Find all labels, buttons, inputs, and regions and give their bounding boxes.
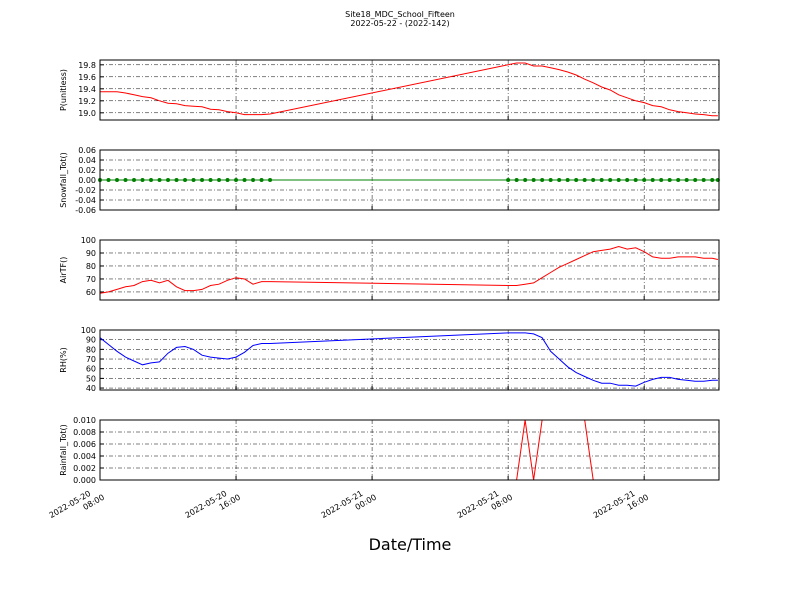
series-marker: [650, 178, 655, 182]
series-marker: [667, 178, 672, 182]
series-marker: [514, 178, 519, 182]
series-marker: [684, 178, 689, 182]
plot-frame: [99, 329, 720, 391]
series-marker: [599, 178, 604, 182]
series-line: [100, 245, 719, 294]
series-marker: [183, 178, 188, 182]
x-tick-label: 2022-05-2116:00: [592, 484, 650, 529]
series-marker: [251, 178, 256, 182]
y-tick-label: 100: [81, 326, 96, 335]
series-marker: [106, 178, 111, 182]
series-marker: [217, 178, 222, 182]
series-marker: [225, 178, 230, 182]
series-marker: [523, 178, 528, 182]
series-marker: [191, 178, 196, 182]
series-line: [100, 332, 718, 387]
y-tick-label: 0.010: [73, 416, 96, 425]
y-axis-label: AirTF(): [59, 257, 68, 284]
y-tick-label: 80: [86, 345, 96, 354]
series-marker: [123, 178, 128, 182]
series-marker: [115, 178, 120, 182]
series-marker: [701, 178, 706, 182]
y-tick-label: 100: [81, 236, 96, 245]
series-marker: [531, 178, 536, 182]
y-axis-label: P(unitless): [59, 69, 68, 111]
x-tick-label: 2022-05-2100:00: [320, 484, 378, 529]
series-marker: [242, 178, 247, 182]
series-marker: [557, 178, 562, 182]
title: Site18_MDC_School_Fifteen: [345, 10, 455, 19]
series-marker: [565, 178, 570, 182]
series-marker: [208, 178, 213, 182]
plot-frame: [99, 239, 720, 301]
y-tick-label: 0.002: [73, 464, 96, 473]
y-tick-label: 0.008: [73, 428, 96, 437]
y-tick-label: 40: [86, 384, 96, 393]
series-marker: [540, 178, 545, 182]
y-tick-label: 70: [86, 355, 96, 364]
series-marker: [608, 178, 613, 182]
y-tick-label: -0.04: [75, 196, 96, 205]
series-marker: [174, 178, 179, 182]
y-tick-label: 0.04: [78, 156, 96, 165]
y-tick-label: 19.6: [78, 73, 96, 82]
y-tick-label: -0.02: [75, 186, 96, 195]
plot-frame: [99, 149, 720, 211]
series-marker: [625, 178, 630, 182]
y-tick-label: 19.8: [78, 61, 96, 70]
series-line: [100, 62, 718, 117]
y-tick-label: 0.004: [73, 452, 96, 461]
series-marker: [574, 178, 579, 182]
series-marker: [642, 178, 647, 182]
plot-frame: [99, 59, 720, 121]
y-tick-label: 70: [86, 275, 96, 284]
y-axis-label: Snowfall_Tot(): [59, 152, 68, 208]
y-axis-label: RH(%): [59, 347, 68, 372]
y-tick-label: 50: [86, 374, 96, 383]
series-marker: [548, 178, 553, 182]
y-tick-label: -0.06: [75, 206, 96, 215]
y-tick-label: 19.2: [78, 97, 96, 106]
y-tick-label: 0.00: [78, 176, 96, 185]
y-axis-label: Rainfall_Tot(): [59, 424, 68, 476]
series-line: [100, 420, 718, 480]
x-tick-label: 2022-05-2108:00: [456, 484, 514, 529]
series-marker: [506, 178, 511, 182]
plot-frame: [99, 419, 720, 481]
series-marker: [157, 178, 162, 182]
y-tick-label: 80: [86, 262, 96, 271]
series-marker: [132, 178, 137, 182]
series-marker: [259, 178, 264, 182]
series-marker: [200, 178, 205, 182]
series-marker: [234, 178, 239, 182]
y-tick-label: 19.4: [78, 85, 96, 94]
series-marker: [582, 178, 587, 182]
y-tick-label: 0.06: [78, 146, 96, 155]
y-tick-label: 0.006: [73, 440, 96, 449]
y-tick-label: 90: [86, 336, 96, 345]
series-marker: [659, 178, 664, 182]
x-axis-label: Date/Time: [369, 535, 452, 554]
series-marker: [633, 178, 638, 182]
x-tick-label: 2022-05-2008:00: [48, 484, 106, 529]
series-marker: [149, 178, 154, 182]
series-marker: [693, 178, 698, 182]
series-marker: [616, 178, 621, 182]
y-tick-label: 19.0: [78, 109, 96, 118]
series-marker: [140, 178, 145, 182]
series-marker: [591, 178, 596, 182]
y-tick-label: 60: [86, 365, 96, 374]
series-marker: [710, 178, 715, 182]
series-marker: [676, 178, 681, 182]
y-tick-label: 0.000: [73, 476, 96, 485]
subtitle: 2022-05-22 - (2022-142): [350, 19, 449, 28]
y-tick-label: 0.02: [78, 166, 96, 175]
x-tick-label: 2022-05-2016:00: [184, 484, 242, 529]
y-tick-label: 90: [86, 249, 96, 258]
series-marker: [166, 178, 171, 182]
y-tick-label: 60: [86, 288, 96, 297]
series-marker: [268, 178, 273, 182]
